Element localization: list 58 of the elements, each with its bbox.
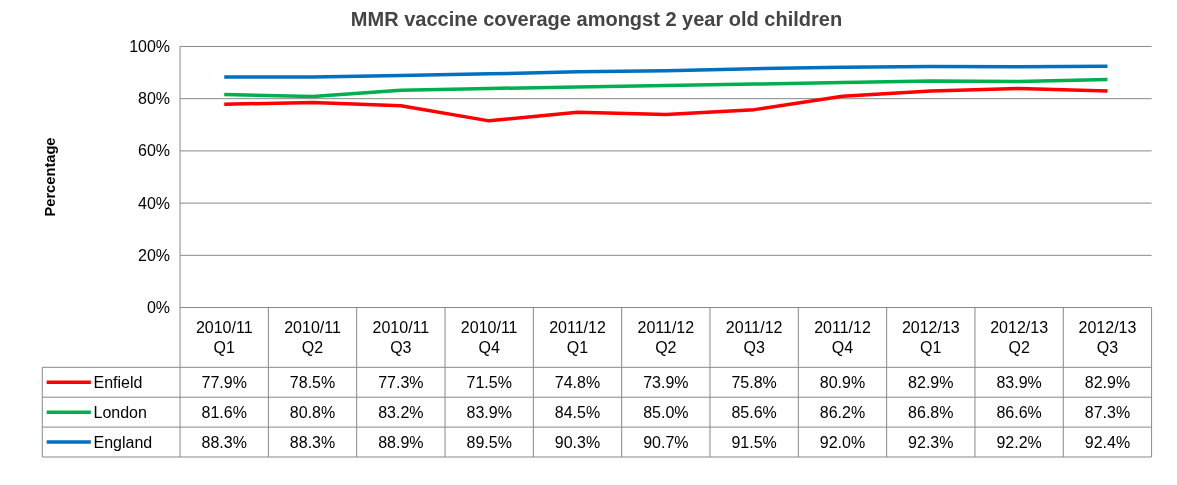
data-label: 83.9% xyxy=(996,373,1042,391)
y-axis-title: Percentage xyxy=(42,137,59,217)
data-label: 83.9% xyxy=(466,403,512,421)
data-label: 73.9% xyxy=(643,373,689,391)
data-label: 92.2% xyxy=(996,433,1042,451)
data-label: 88.3% xyxy=(289,433,336,451)
data-label: 86.6% xyxy=(996,403,1042,421)
x-tick-label: 2010/11 Q3 xyxy=(372,318,430,357)
x-tick-label: 2012/13 Q3 xyxy=(1078,318,1137,357)
y-tick-label: 0% xyxy=(146,299,171,317)
line-series xyxy=(222,64,1110,79)
data-label: 80.9% xyxy=(819,373,866,391)
y-tick-label: 40% xyxy=(138,194,171,212)
data-label: 87.3% xyxy=(1084,403,1131,421)
data-label: 92.3% xyxy=(908,433,954,451)
y-tick-label: 80% xyxy=(138,90,171,108)
data-label: 74.8% xyxy=(554,373,601,391)
x-tick-label: 2012/13 Q1 xyxy=(901,318,960,357)
x-tick-label: 2011/12 Q4 xyxy=(814,318,871,357)
data-label: 84.5% xyxy=(554,403,601,421)
data-label: 86.2% xyxy=(819,403,866,421)
data-label: 77.3% xyxy=(378,373,424,391)
legend-label: London xyxy=(93,403,147,421)
data-label: 86.8% xyxy=(908,403,954,421)
y-tick-label: 60% xyxy=(138,142,171,160)
y-tick-label: 20% xyxy=(138,246,171,264)
x-tick-label: 2011/12 Q1 xyxy=(549,318,606,357)
data-label: 90.3% xyxy=(554,433,601,451)
data-label: 80.8% xyxy=(289,403,336,421)
data-label: 83.2% xyxy=(378,403,424,421)
data-label: 81.6% xyxy=(201,403,247,421)
x-tick-label: 2011/12 Q2 xyxy=(637,318,695,357)
data-label: 78.5% xyxy=(289,373,336,391)
chart-title: MMR vaccine coverage amongst 2 year old children xyxy=(350,7,843,30)
x-tick-label: 2011/12 Q3 xyxy=(725,318,783,357)
legend-label: Enfield xyxy=(93,373,143,391)
x-tick-label: 2010/11 Q2 xyxy=(284,318,341,357)
data-label: 90.7% xyxy=(643,433,689,451)
data-label: 92.4% xyxy=(1084,433,1131,451)
data-label: 85.0% xyxy=(643,403,689,421)
line-series xyxy=(222,86,1110,123)
data-label: 88.3% xyxy=(201,433,247,451)
x-tick-label: 2010/11 Q1 xyxy=(195,318,253,357)
legend-label: England xyxy=(93,433,153,451)
x-tick-label: 2010/11 Q4 xyxy=(460,318,518,357)
x-tick-label: 2012/13 Q2 xyxy=(990,318,1049,357)
data-label: 89.5% xyxy=(466,433,512,451)
line-series xyxy=(222,77,1110,99)
data-label: 71.5% xyxy=(466,373,512,391)
data-label: 92.0% xyxy=(819,433,866,451)
data-label: 91.5% xyxy=(731,433,777,451)
y-tick-label: 100% xyxy=(129,37,171,55)
data-label: 82.9% xyxy=(1084,373,1131,391)
data-label: 88.9% xyxy=(378,433,424,451)
data-label: 85.6% xyxy=(731,403,777,421)
data-label: 77.9% xyxy=(201,373,247,391)
data-label: 75.8% xyxy=(731,373,777,391)
data-label: 82.9% xyxy=(908,373,954,391)
